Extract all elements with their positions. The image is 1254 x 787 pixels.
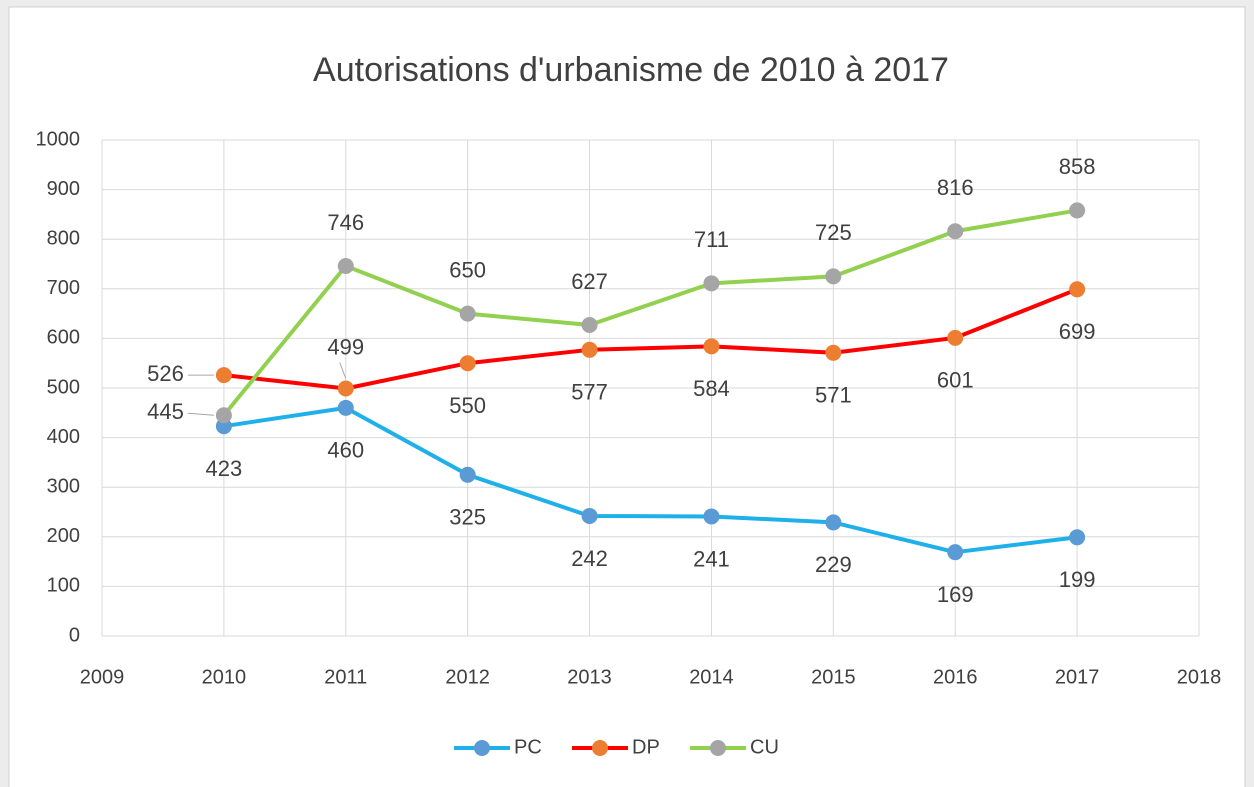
data-label: 577 (571, 380, 608, 405)
data-label: 445 (147, 399, 184, 424)
legend-marker (592, 740, 608, 756)
marker (825, 268, 842, 285)
y-tick-label: 800 (47, 227, 80, 249)
legend-label: PC (514, 736, 542, 758)
x-tick-label: 2018 (1177, 666, 1222, 688)
data-label: 423 (206, 456, 243, 481)
marker (1069, 281, 1086, 298)
y-tick-label: 600 (47, 327, 80, 349)
y-tick-label: 700 (47, 277, 80, 299)
x-tick-label: 2014 (689, 666, 734, 688)
data-label: 601 (937, 368, 974, 393)
marker (459, 466, 476, 483)
data-label: 199 (1059, 567, 1096, 592)
marker (459, 355, 476, 372)
marker (703, 508, 720, 525)
marker (947, 544, 964, 561)
series-line (223, 405, 1078, 555)
data-label: 325 (449, 505, 486, 530)
marker (581, 507, 598, 524)
y-tick-label: 0 (69, 624, 80, 646)
marker (337, 257, 354, 274)
y-tick-label: 500 (47, 376, 80, 398)
legend-label: CU (750, 736, 779, 758)
data-label: 229 (815, 552, 852, 577)
x-tick-label: 2017 (1055, 666, 1100, 688)
x-tick-label: 2015 (811, 666, 856, 688)
legend-marker (710, 740, 726, 756)
marker (825, 344, 842, 361)
data-label: 816 (937, 175, 974, 200)
data-label: 725 (815, 220, 852, 245)
data-label: 699 (1059, 319, 1096, 344)
y-tick-label: 300 (47, 475, 80, 497)
data-label: 550 (449, 393, 486, 418)
y-tick-label: 1000 (36, 128, 81, 150)
x-tick-label: 2016 (933, 666, 978, 688)
y-tick-label: 400 (47, 426, 80, 448)
marker (703, 275, 720, 292)
series-line (222, 208, 1078, 417)
legend-marker (474, 740, 490, 756)
y-tick-label: 100 (47, 575, 80, 597)
data-label: 858 (1059, 154, 1096, 179)
data-label: 627 (571, 269, 608, 294)
data-label: 571 (815, 383, 852, 408)
y-tick-label: 200 (47, 525, 80, 547)
marker (215, 407, 232, 424)
data-label: 584 (693, 376, 730, 401)
series-line (223, 287, 1078, 391)
marker (825, 514, 842, 531)
marker (1069, 202, 1086, 219)
chart-title: Autorisations d'urbanisme de 2010 à 2017 (313, 51, 949, 89)
marker (337, 380, 354, 397)
marker (581, 341, 598, 358)
x-tick-label: 2010 (202, 666, 247, 688)
x-tick-label: 2012 (445, 666, 490, 688)
data-label: 746 (327, 210, 364, 235)
y-tick-label: 900 (47, 178, 80, 200)
marker (703, 338, 720, 355)
marker (947, 223, 964, 240)
leader-line (187, 412, 214, 416)
chart-frame (8, 6, 1246, 787)
marker (459, 305, 476, 322)
marker (581, 317, 598, 334)
x-tick-label: 2009 (80, 666, 125, 688)
data-label: 460 (327, 438, 364, 463)
marker (1069, 529, 1086, 546)
data-label: 241 (693, 546, 730, 571)
marker (947, 329, 964, 346)
marker (215, 367, 232, 384)
x-tick-label: 2013 (567, 666, 612, 688)
legend-label: DP (632, 736, 660, 758)
data-label: 711 (694, 227, 729, 252)
x-tick-label: 2011 (324, 666, 367, 688)
data-label: 526 (147, 361, 184, 386)
data-label: 242 (571, 546, 608, 571)
leader-line (339, 362, 347, 379)
marker (337, 399, 354, 416)
data-label: 650 (449, 257, 486, 282)
data-label: 169 (937, 582, 974, 607)
data-label: 499 (327, 334, 364, 359)
